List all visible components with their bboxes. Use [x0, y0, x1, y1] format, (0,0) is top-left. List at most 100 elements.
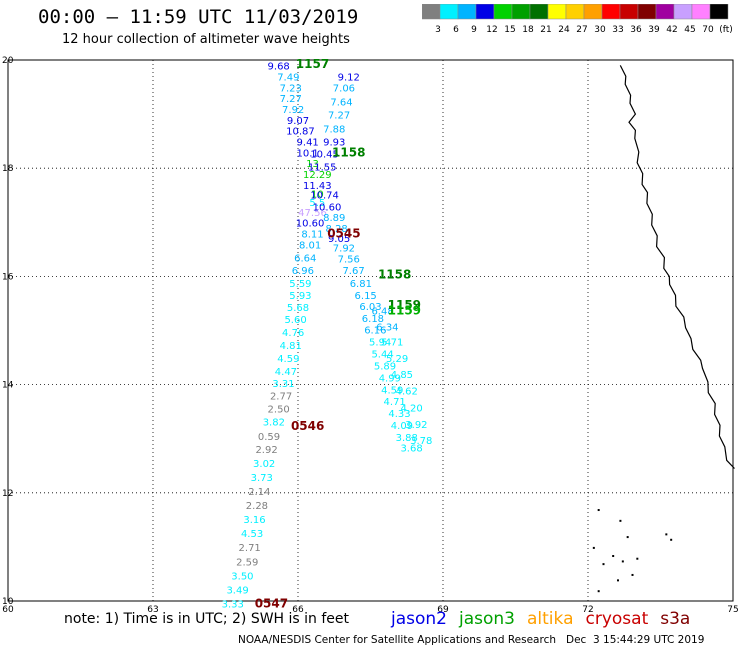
swh-observation: 10.45 — [310, 149, 339, 160]
swh-observation: 6.96 — [292, 266, 314, 277]
swh-observation: 6.48 — [371, 306, 393, 317]
swh-observation: 5.93 — [289, 291, 311, 302]
swh-observation: 3.82 — [263, 418, 285, 429]
swh-observation: 3.33 — [222, 599, 244, 610]
swh-observation: 4.09 — [391, 421, 413, 432]
swh-observation: 7.27 — [328, 110, 350, 121]
swh-observation: 6.81 — [350, 279, 372, 290]
colorbar-label: 70 — [702, 25, 714, 35]
swh-observation: 10.74 — [310, 190, 339, 201]
swh-observation: 7.49 — [277, 73, 299, 84]
island — [619, 519, 622, 522]
swh-observation: 10.1 — [297, 148, 319, 159]
lat-tick-label: 10 — [2, 597, 14, 607]
swh-observation: 5.89 — [374, 361, 396, 372]
colorbar-label: 42 — [666, 25, 677, 35]
swh-observation: 3.02 — [253, 459, 275, 470]
island — [631, 573, 634, 576]
swh-observation: 7.92 — [333, 244, 355, 255]
swh-observation: 5.59 — [289, 279, 311, 290]
colorbar-label: 33 — [612, 25, 623, 35]
swh-observation: 4.76 — [282, 328, 304, 339]
legend-jason3: jason3 — [459, 609, 515, 629]
legend-cryosat: cryosat — [585, 609, 649, 629]
swh-observation: 9.68 — [268, 62, 290, 73]
legend-s3a: s3a — [660, 609, 691, 629]
island — [617, 579, 619, 582]
swh-observation: 10 — [311, 189, 324, 200]
swh-observation: 10.60 — [296, 219, 325, 230]
colorbar-label: (ft) — [719, 25, 732, 35]
swh-observation: 9.41 — [297, 137, 319, 148]
swh-observation: 0.59 — [258, 432, 280, 443]
swh-observation: 8.28 — [326, 224, 348, 235]
swh-observation: 7.67 — [342, 266, 364, 277]
swh-observation: 7.56 — [338, 254, 360, 265]
pass-time-label: 1159 — [388, 303, 421, 317]
map-title: 00:00 – 11:59 UTC 11/03/2019 — [38, 6, 359, 28]
swh-observation: 7.06 — [333, 83, 355, 94]
colorbar-label: 15 — [504, 25, 515, 35]
lat-tick-label: 16 — [2, 272, 14, 282]
map-subtitle: 12 hour collection of altimeter wave hei… — [62, 32, 350, 47]
swh-observation: 5.44 — [371, 350, 393, 361]
lat-tick-label: 18 — [2, 164, 14, 174]
island — [636, 557, 639, 560]
swh-observation: 5.5 — [309, 198, 325, 209]
swh-observation: 5.71 — [381, 338, 403, 349]
lon-tick-label: 60 — [2, 605, 14, 615]
swh-observation: 2.77 — [270, 392, 292, 403]
colorbar-label: 6 — [453, 25, 459, 35]
swh-observation: 5.60 — [284, 315, 306, 326]
island — [597, 590, 600, 593]
swh-observation: 8.01 — [299, 240, 321, 251]
lon-tick-label: 75 — [727, 605, 738, 615]
swh-observation: 5.94 — [369, 338, 391, 349]
lat-tick-label: 12 — [2, 489, 13, 499]
swh-observation: 7.64 — [330, 97, 352, 108]
colorbar-label: 30 — [594, 25, 606, 35]
wave-height-colorbar: 3 6 9 12 15 18 21 24 27 30 33 36 39 42 45 70 (ft) — [422, 4, 732, 35]
pass-time-label: 0545 — [327, 226, 360, 240]
swh-observation: 9.12 — [338, 73, 360, 84]
swh-observation: 3.50 — [231, 571, 253, 582]
credit-line: NOAA/NESDIS Center for Satellite Applica… — [238, 634, 705, 646]
swh-observation: 9.93 — [323, 137, 345, 148]
legend-jason2: jason2 — [391, 609, 447, 629]
swh-observation: 8.89 — [323, 213, 345, 224]
swh-observation: 4.71 — [384, 397, 406, 408]
pass-time-label: 0546 — [291, 419, 324, 433]
pass-time-label: 0547 — [255, 596, 288, 610]
colorbar-label: 39 — [648, 25, 660, 35]
island — [665, 533, 668, 536]
swh-observation: 6.34 — [376, 323, 398, 334]
swh-observation: 2.71 — [239, 543, 261, 554]
swh-observation: 2.92 — [255, 445, 277, 456]
swh-observation: 7.23 — [280, 83, 302, 94]
pass-time-label: 1158 — [332, 145, 365, 159]
swh-observation: 3.49 — [226, 585, 248, 596]
swh-observation: 3.73 — [251, 473, 273, 484]
lat-tick-label: 20 — [2, 56, 14, 66]
swh-observation: 7.27 — [280, 94, 302, 105]
island — [602, 563, 605, 566]
swh-observation: 6.18 — [362, 314, 384, 325]
swh-observation: 11.43 — [303, 181, 332, 192]
colorbar-label: 36 — [630, 25, 642, 35]
satellite-legend: jason2 jason3 altika cryosat s3a — [391, 609, 702, 629]
swh-observation: 6.03 — [359, 302, 381, 313]
swh-observation: 6.15 — [355, 291, 377, 302]
swh-observation: 4.53 — [241, 529, 263, 540]
island — [592, 546, 595, 549]
swh-observation: 6.16 — [364, 326, 386, 337]
swh-observation: 9.07 — [287, 116, 309, 127]
colorbar-label: 24 — [558, 25, 570, 35]
swh-observation: 8.11 — [301, 229, 323, 240]
colorbar-swatch — [709, 4, 729, 20]
swh-observation: 10.60 — [313, 202, 342, 213]
pass-time-label: 1159 — [388, 298, 421, 312]
swh-observation: 6.64 — [294, 253, 316, 264]
swh-observation: 3.16 — [243, 515, 265, 526]
swh-observation: 2.14 — [248, 487, 270, 498]
coastline — [619, 65, 735, 469]
